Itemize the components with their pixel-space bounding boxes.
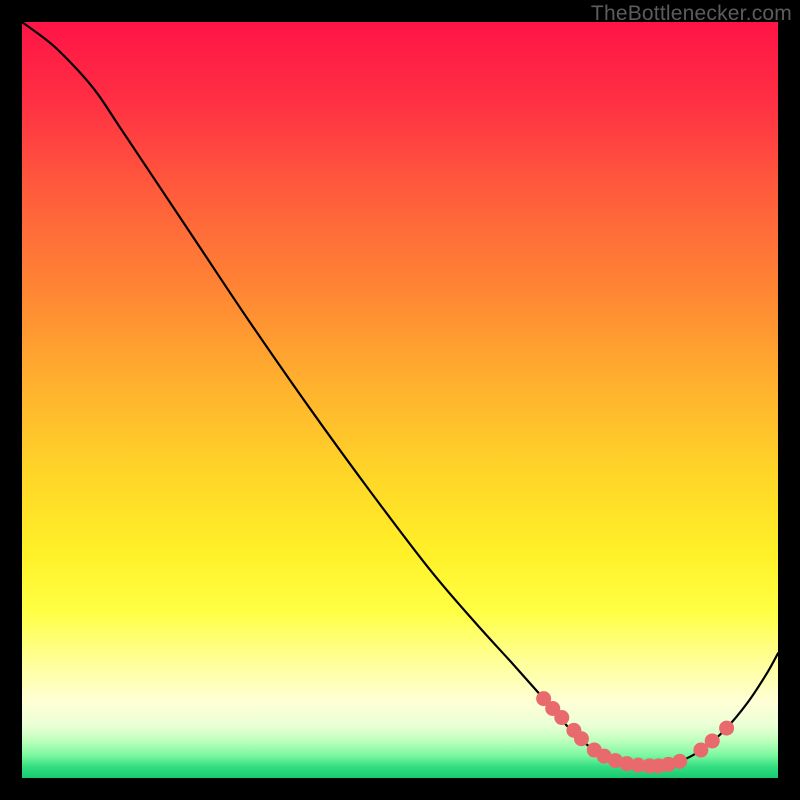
curve-marker (574, 731, 589, 746)
curve-marker (554, 710, 569, 725)
chart-stage: TheBottlenecker.com (0, 0, 800, 800)
watermark-label: TheBottlenecker.com (591, 2, 792, 26)
curve-marker (705, 733, 720, 748)
curve-marker (672, 754, 687, 769)
plot-gradient-background (22, 22, 778, 778)
chart-svg (0, 0, 800, 800)
curve-marker (719, 721, 734, 736)
